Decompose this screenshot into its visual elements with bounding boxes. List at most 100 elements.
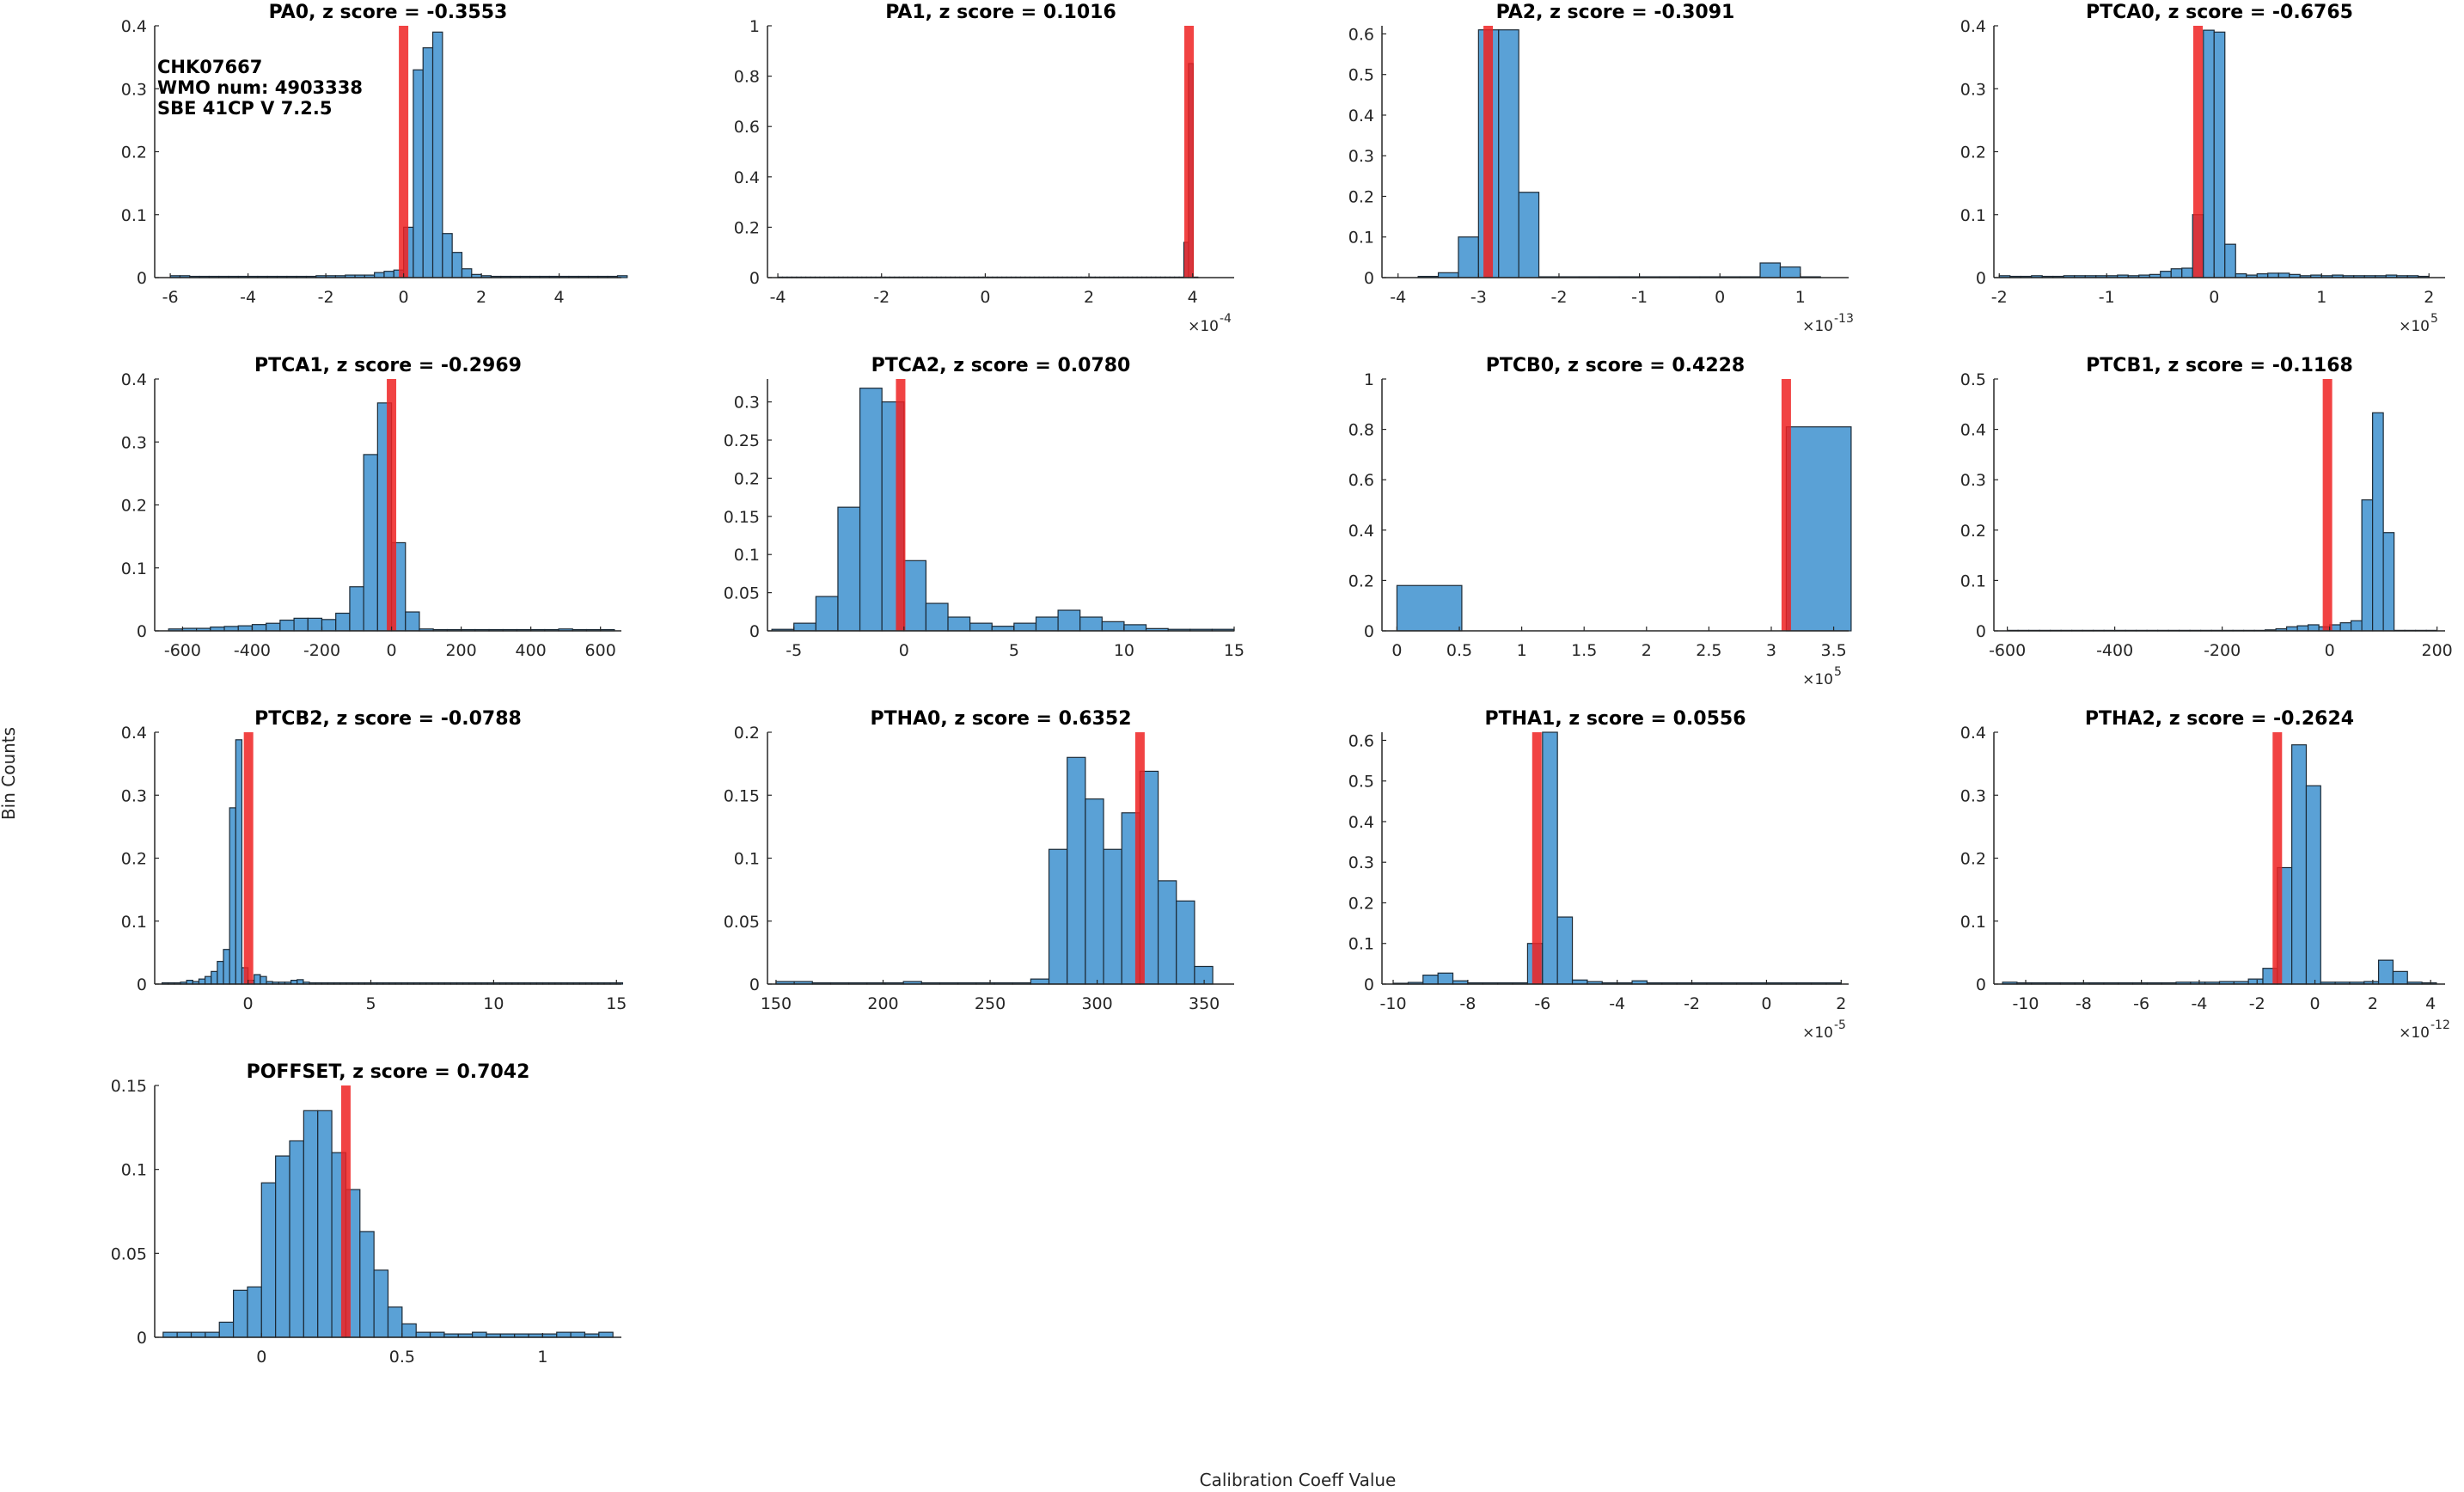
y-tick-label: 0.2 <box>1960 144 1986 162</box>
histogram-bar <box>2170 268 2183 278</box>
histogram-bar <box>1123 624 1147 632</box>
histogram-bar <box>1437 272 1459 278</box>
y-tick-label: 0.3 <box>1960 786 1986 805</box>
histogram-panel-6: -5 0 5 10 15 0 0.05 0.1 0.15 0.2 0.25 0.3 PTCA2, z s… <box>724 355 1244 660</box>
histogram-bar <box>969 622 993 632</box>
histogram-bar <box>162 1331 178 1338</box>
x-tick-label: 200 <box>2421 641 2452 660</box>
x-tick-label: -3 <box>1470 288 1487 307</box>
y-tick-label: 0.4 <box>1960 724 1986 743</box>
histogram-bar <box>413 69 424 278</box>
histogram-bar <box>570 1331 586 1338</box>
histogram-bar <box>289 1140 304 1338</box>
y-tick-label: 0.05 <box>724 913 760 932</box>
histogram-bar <box>1057 609 1081 632</box>
x-tick-label: 2 <box>2424 288 2434 307</box>
histogram-bar <box>211 970 218 985</box>
histogram-bar <box>254 974 261 985</box>
panel-title: PA2, z score = -0.3091 <box>1496 2 1735 23</box>
x-exponent-power: 5 <box>1834 665 1842 679</box>
x-tick-label: 0 <box>899 641 909 660</box>
x-tick-label: -600 <box>164 641 201 660</box>
y-tick-label: 0.6 <box>1348 471 1374 490</box>
histogram-bar <box>266 622 281 632</box>
y-tick-label: 0.8 <box>1348 421 1374 440</box>
x-tick-label: 2 <box>476 288 486 307</box>
y-axis-label: Bin Counts <box>0 726 19 821</box>
x-tick-label: 0.5 <box>1446 641 1472 660</box>
histogram-bar <box>2203 29 2215 278</box>
histogram-bar <box>472 1331 487 1338</box>
y-tick-label: 0.3 <box>734 394 760 413</box>
histogram-bar <box>232 1289 248 1338</box>
y-tick-label: 0.2 <box>1348 187 1374 206</box>
x-tick-label: 400 <box>516 641 547 660</box>
x-tick-label: 0 <box>2325 641 2335 660</box>
histogram-bar <box>235 739 243 985</box>
histogram-panel-1: -6 -4 -2 0 2 4 0 0.1 0.2 0.3 0.4 PA0, z score = -0.… <box>121 2 628 307</box>
y-tick-label: 0 <box>137 622 147 641</box>
histogram-bar <box>451 252 463 278</box>
histogram-bar <box>1085 798 1104 985</box>
histogram-bar <box>415 1331 431 1338</box>
histogram-bar <box>349 586 364 632</box>
x-tick-label: 0 <box>2310 994 2320 1013</box>
y-tick-label: 0.2 <box>734 469 760 488</box>
y-tick-label: 0.2 <box>121 850 147 869</box>
histogram-bar <box>2305 785 2321 985</box>
x-exponent-power: -13 <box>1834 312 1854 326</box>
histogram-bar <box>2296 625 2309 632</box>
histogram-bar <box>293 617 309 632</box>
y-tick-label: 0 <box>1976 975 1986 994</box>
y-tick-label: 0 <box>1976 622 1986 641</box>
y-tick-label: 0.8 <box>734 68 760 87</box>
histogram-bar <box>260 1182 277 1338</box>
y-tick-label: 0.2 <box>734 218 760 237</box>
y-tick-label: 0.15 <box>724 508 760 527</box>
histogram-bar <box>229 807 236 985</box>
histogram-bar <box>2181 267 2193 278</box>
x-tick-label: -10 <box>1380 994 1407 1013</box>
histogram-bar <box>1157 880 1177 985</box>
y-tick-label: 0 <box>1364 622 1374 641</box>
histogram-bar <box>218 1321 235 1338</box>
y-tick-label: 0.5 <box>1348 773 1374 792</box>
y-tick-label: 0.15 <box>724 786 760 805</box>
histogram-bar <box>1779 266 1801 278</box>
histogram-bar <box>2382 532 2395 632</box>
histogram-bar <box>429 1331 445 1338</box>
histogram-bar <box>859 388 883 632</box>
x-tick-label: 0 <box>1715 288 1725 307</box>
y-tick-label: 0.05 <box>724 584 760 603</box>
y-tick-label: 0.4 <box>121 17 147 36</box>
y-tick-label: 0.3 <box>1960 80 1986 99</box>
y-tick-label: 0.3 <box>1348 147 1374 166</box>
x-exponent-power: -5 <box>1834 1018 1846 1032</box>
histogram-bar <box>1396 584 1463 632</box>
histogram-bar <box>2308 624 2320 632</box>
histogram-bar <box>260 975 267 985</box>
histogram-bar <box>1458 236 1479 278</box>
sensor-version: SBE 41CP V 7.2.5 <box>157 98 333 119</box>
histogram-bar <box>363 454 378 632</box>
histogram-panel-13: 0 0.5 1 0 0.05 0.1 0.15 POFFSET, z score = 0.70… <box>111 1061 621 1367</box>
panel-title: PTCB2, z score = -0.0788 <box>254 708 522 730</box>
y-tick-label: 1 <box>1364 370 1374 389</box>
x-tick-label: 0 <box>1391 641 1402 660</box>
y-tick-label: 0.4 <box>1348 107 1374 125</box>
x-tick-label: -2 <box>1991 288 2008 307</box>
x-tick-label: -8 <box>1459 994 1476 1013</box>
float-id: CHK07667 <box>157 57 263 77</box>
x-exponent-power: -12 <box>2430 1018 2450 1032</box>
histogram-bar <box>2160 271 2172 278</box>
histogram-bar <box>793 622 816 632</box>
x-tick-label: -2 <box>318 288 334 307</box>
panel-title: PA1, z score = 0.1016 <box>885 2 1116 23</box>
x-tick-label: 0 <box>387 641 397 660</box>
y-tick-label: 0 <box>1364 269 1374 288</box>
histogram-bar <box>2267 272 2279 278</box>
y-tick-label: 0.5 <box>1960 370 1986 389</box>
y-tick-label: 0 <box>1976 269 1986 288</box>
histogram-bar <box>2224 243 2236 278</box>
histogram-bar <box>2392 970 2408 985</box>
